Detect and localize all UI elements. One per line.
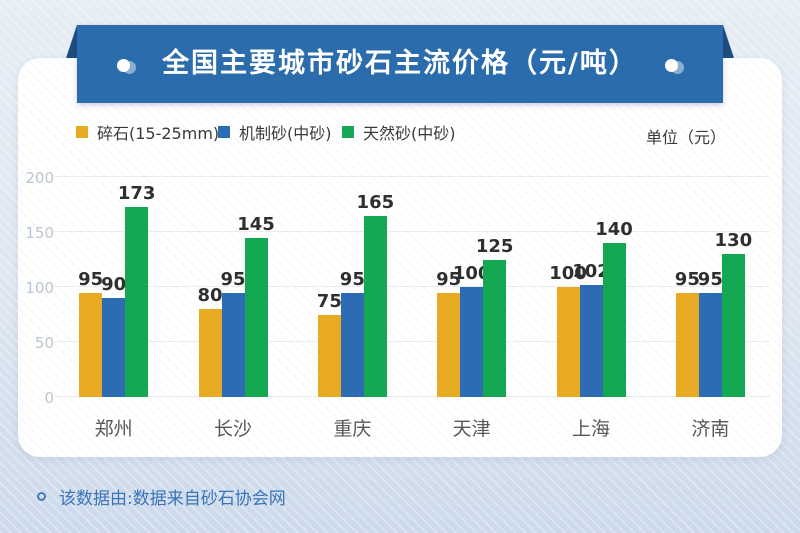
plot-area: 95 90 173 郑州 80 95 145 长沙 75 95 165 重庆 95 100 125 天津 100… [54,176,770,440]
bar [79,292,103,397]
bar [317,314,341,397]
gridline [54,396,770,397]
x-axis-label: 上海 [571,418,611,440]
y-axis-tick-label: 200 [25,169,54,187]
legend-label: 机制砂(中砂) [239,124,332,143]
bar [721,254,745,397]
bar-value-label: 95 [78,268,104,290]
bar-value-label: 95 [697,268,723,290]
bar [363,215,387,397]
chart-card: 碎石(15-25mm) 机制砂(中砂) 天然砂(中砂) 单位（元） 0 50 100… [18,58,782,457]
bar [602,243,626,397]
legend-item-crushed-stone: 碎石(15-25mm) [76,122,220,143]
circle-bullet-icon [37,492,46,501]
bar [698,292,722,397]
y-axis-tick-label: 150 [25,224,54,242]
bar [437,292,461,397]
bar-value-label: 102 [572,260,610,282]
bar [675,292,699,397]
bar [102,298,126,397]
bar-value-label: 95 [339,268,365,290]
legend-label: 碎石(15-25mm) [97,124,220,143]
banner-dot-left-icon [117,59,130,72]
legend-item-machine-sand: 机制砂(中砂) [218,122,332,143]
gridline [54,176,770,177]
bar [579,284,603,397]
bar [198,309,222,397]
page-title: 全国主要城市砂石主流价格（元/吨） [162,48,638,79]
bar-value-label: 95 [220,268,246,290]
bar [556,287,580,397]
x-axis-label: 重庆 [333,418,372,440]
y-axis-tick-label: 50 [34,334,54,352]
y-axis-tick-label: 100 [25,279,54,297]
legend-label: 天然砂(中砂) [363,124,456,143]
banner-fold-right [723,25,734,58]
bar [221,292,245,397]
gridline [54,341,770,342]
title-banner: 全国主要城市砂石主流价格（元/吨） [77,25,723,103]
bar-value-label: 95 [436,268,462,290]
unit-label: 单位（元） [645,128,726,147]
x-axis-label: 郑州 [94,418,133,440]
bar [340,292,364,397]
legend-swatch [218,126,230,138]
bar-value-label: 173 [117,182,156,204]
bar [125,206,149,397]
banner-dot-right-icon [665,59,678,72]
gridline [54,286,770,287]
bar [244,237,268,397]
legend-item-natural-sand: 天然砂(中砂) [342,122,456,143]
data-source-note: 该数据由:数据来自砂石协会网 [37,484,286,509]
bar-value-label: 75 [316,290,342,312]
gridline [54,231,770,232]
bar-value-label: 145 [237,213,275,235]
y-axis: 0 50 100 150 200 [22,169,54,407]
x-axis-label: 天津 [452,418,491,440]
bar-value-label: 100 [549,263,587,284]
legend-swatch [342,126,354,138]
banner-fold-left [66,25,77,58]
legend-swatch [76,126,88,138]
bar [483,259,507,397]
bar-value-label: 125 [475,235,514,257]
bar-value-label: 90 [101,274,127,295]
x-axis-label: 济南 [691,418,730,440]
bar-value-label: 140 [595,219,633,240]
bar-value-label: 95 [674,268,700,290]
bar-value-label: 100 [452,263,491,284]
bar-value-label: 80 [197,285,223,306]
data-source-text: 该数据由:数据来自砂石协会网 [59,489,286,509]
x-axis-label: 长沙 [213,418,253,440]
bar-value-label: 165 [356,191,395,213]
bar-value-label: 130 [714,230,753,251]
y-axis-tick-label: 0 [44,389,54,407]
bar [460,287,484,397]
